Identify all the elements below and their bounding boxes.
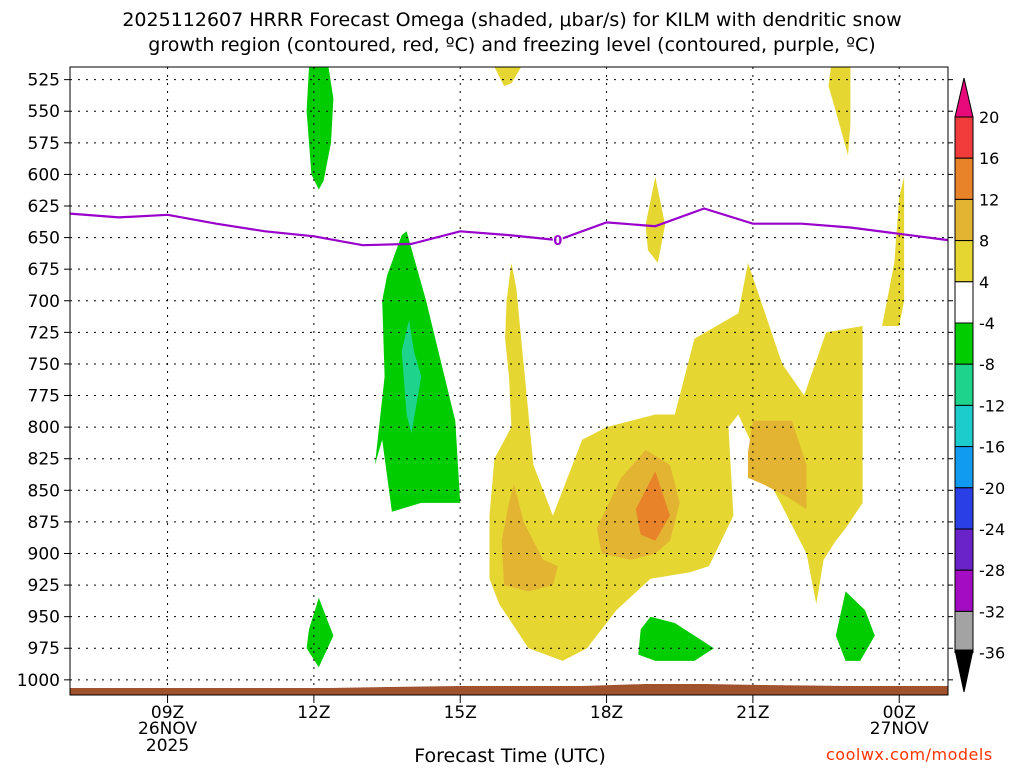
x-tick-label-18Z: 18Z [590, 703, 623, 723]
y-tick-label-575: 575 [28, 134, 60, 154]
colorbar-band-11 [954, 528, 974, 571]
x-tick-label-12Z: 12Z [297, 703, 330, 723]
colorbar-label--32: -32 [979, 602, 1005, 621]
omega-region-yellow-main [489, 262, 863, 661]
x-tick-label-09Z: 09Z [151, 703, 184, 723]
y-tick-label-550: 550 [28, 102, 60, 122]
colorbar-label--20: -20 [979, 479, 1005, 498]
omega-region-green-23z-low [835, 591, 875, 661]
colorbar-band-6 [954, 322, 974, 365]
x-tick-label-00Z: 00Z [883, 703, 916, 723]
colorbar-label--36: -36 [979, 644, 1005, 663]
omega-region-yellow-top-16z [494, 67, 522, 86]
colorbar: 20 16 12 8 4 -4 -8 -12 -16 -20 -24 -28 -32 -36 [954, 77, 1005, 693]
y-tick-label-850: 850 [28, 481, 60, 501]
y-tick-label-925: 925 [28, 576, 60, 596]
freezing-label-bg [552, 233, 563, 248]
colorbar-band-8 [954, 404, 974, 448]
colorbar-bottom-arrow [954, 649, 974, 693]
y-tick-label-900: 900 [28, 544, 60, 564]
colorbar-band-10 [954, 487, 974, 530]
y-tick-label-1000: 1000 [17, 671, 60, 691]
colorbar-band-12 [954, 569, 974, 612]
omega-region-teal-14z [401, 319, 422, 434]
colorbar-band-7 [954, 363, 974, 406]
colorbar-label--28: -28 [979, 561, 1005, 580]
colorbar-label-4: 4 [979, 273, 989, 292]
colorbar-band-13 [954, 610, 974, 654]
y-tick-label-525: 525 [28, 71, 60, 91]
y-tick-label-875: 875 [28, 513, 60, 533]
colorbar-band-4 [954, 240, 974, 283]
y-tick-label-600: 600 [28, 165, 60, 185]
y-tick-label-675: 675 [28, 260, 60, 280]
chart-title-line-2: growth region (contoured, red, ºC) and f… [148, 34, 876, 56]
omega-region-yellow-19z [645, 176, 666, 263]
colorbar-band-9 [954, 446, 974, 489]
x-tick-label-15Z: 15Z [444, 703, 477, 723]
y-tick-label-800: 800 [28, 418, 60, 438]
colorbar-label-12: 12 [979, 190, 999, 209]
y-tick-label-775: 775 [28, 387, 60, 407]
y-tick-label-975: 975 [28, 639, 60, 659]
omega-region-darkorange-19z [635, 471, 670, 541]
freezing-level-label: 0 [553, 234, 562, 249]
y-tick-label-700: 700 [28, 292, 60, 312]
colorbar-label-20: 20 [979, 108, 999, 127]
x-tick-label-21Z: 21Z [736, 703, 769, 723]
y-tick-label-825: 825 [28, 450, 60, 470]
chart-title-line-1: 2025112607 HRRR Forecast Omega (shaded, … [122, 9, 902, 31]
x-tick-date-00Z: 27NOV [870, 719, 929, 739]
colorbar-label-16: 16 [979, 149, 999, 168]
omega-shaded-regions [306, 67, 905, 668]
colorbar-band-5 [954, 281, 974, 324]
omega-region-green-top-12z [306, 67, 334, 190]
colorbar-top-arrow [954, 77, 974, 118]
pressure-axis: 525 550 575 600 625 650 675 700 725 750 775 800 825 8… [17, 71, 953, 691]
y-tick-label-625: 625 [28, 197, 60, 217]
omega-region-green-19z-low [638, 616, 714, 661]
colorbar-label--4: -4 [979, 314, 995, 333]
omega-region-yellow-00z [882, 176, 905, 326]
omega-region-orange-21z [748, 420, 807, 510]
colorbar-label--24: -24 [979, 520, 1005, 539]
plot-frame [69, 66, 949, 696]
y-tick-label-725: 725 [28, 323, 60, 343]
y-tick-label-650: 650 [28, 229, 60, 249]
terrain-ground [70, 684, 948, 695]
y-tick-label-950: 950 [28, 608, 60, 628]
colorbar-label-8: 8 [979, 232, 989, 251]
x-axis-label: Forecast Time (UTC) [414, 745, 606, 767]
colorbar-band-2 [954, 157, 974, 200]
omega-region-orange-16z [501, 484, 558, 592]
gridlines [70, 67, 948, 695]
omega-region-green-12z-low [306, 597, 334, 668]
colorbar-label--12: -12 [979, 396, 1005, 415]
colorbar-band-1 [954, 116, 974, 159]
colorbar-label--16: -16 [979, 438, 1005, 457]
y-tick-label-750: 750 [28, 355, 60, 375]
colorbar-label--8: -8 [979, 355, 995, 374]
x-tick-date-09Z: 26NOV [138, 719, 197, 739]
colorbar-band-3 [954, 198, 974, 242]
site-credit: coolwx.com/models [826, 745, 993, 764]
freezing-level-contour [69, 207, 949, 247]
x-tick-year-09Z: 2025 [146, 736, 189, 756]
